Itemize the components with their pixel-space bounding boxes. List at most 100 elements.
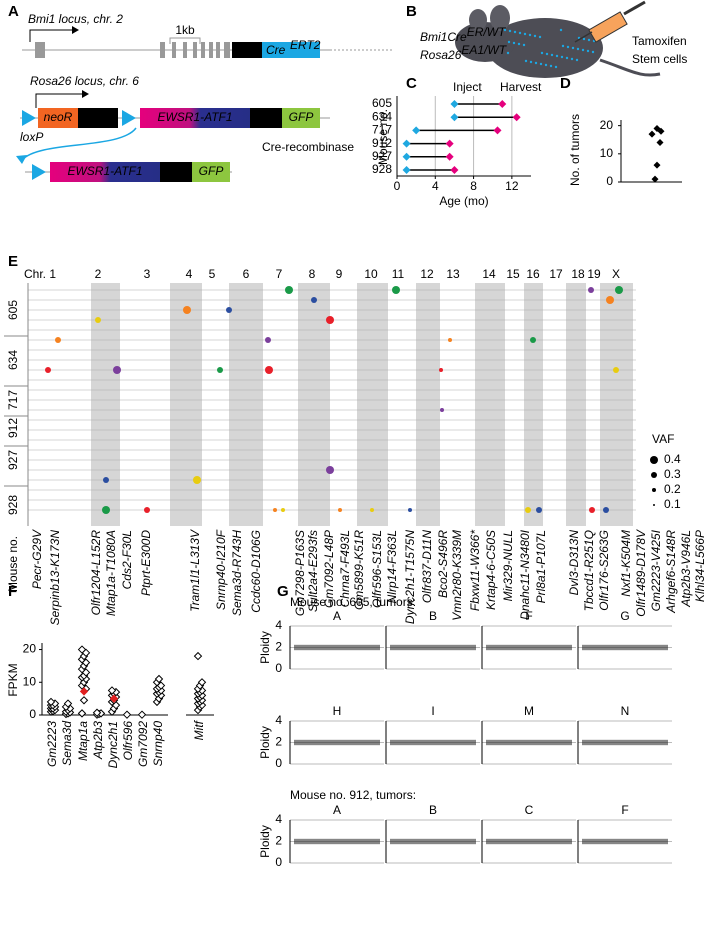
chromosome-label: 10 [364, 267, 378, 281]
point-cloud [294, 739, 380, 746]
tumor-label: I [431, 704, 434, 718]
legend-entry: Harvest [500, 80, 542, 94]
mouse-label: 928 [6, 495, 20, 515]
gene-label: Ccdc60-D106G [249, 530, 263, 613]
y-tick-label: 4 [275, 812, 282, 826]
gene-label: Tbccd1-R251Q [582, 530, 596, 611]
mutation-dot [226, 307, 232, 313]
point [122, 710, 132, 719]
y-axis-label: Ploidy [258, 631, 272, 664]
point [450, 113, 459, 122]
cell-dot [554, 65, 558, 69]
mouse-ear [469, 9, 487, 31]
cell-dot [570, 57, 574, 61]
cell-dot [533, 34, 537, 38]
recombination-arc [21, 127, 137, 161]
cell-dot [540, 51, 544, 55]
x-tick-label: Snrnp40 [151, 721, 165, 767]
exon [35, 42, 45, 58]
x-tick-label: Olfr596 [121, 721, 135, 761]
point-cloud [582, 644, 668, 651]
panel-label: D [560, 75, 571, 92]
chromosome-label: 11 [392, 267, 405, 281]
arrowhead [16, 155, 27, 164]
chromosome-band [600, 283, 633, 526]
point-cloud [390, 838, 476, 845]
mutation-dot [311, 297, 317, 303]
promoter-arrow [35, 93, 82, 108]
y-tick-label: 717 [372, 123, 392, 137]
locus-label: Rosa26 locus, chr. 6 [30, 74, 139, 88]
cell-dot [581, 48, 585, 52]
gene-label: Serpinb13-K173N [48, 530, 62, 626]
legend-label: 0.4 [664, 452, 681, 466]
gene-label: Vmn2r80-K339M [450, 530, 464, 621]
y-tick-label: 0 [606, 174, 613, 188]
y-tick-label: 0 [29, 707, 36, 721]
stem-cells-label: Stem cells [632, 52, 687, 66]
point [648, 130, 656, 138]
chromosome-band [91, 283, 120, 526]
gene-label: Cds2-F30L [120, 530, 134, 589]
recombinase-label: Cre-recombinase [262, 140, 354, 154]
x-tick-label: Dync2h1 [106, 721, 120, 768]
gfp-label: GFP [199, 164, 224, 178]
point-cloud [582, 739, 668, 746]
y-tick-label: 20 [23, 642, 37, 656]
y-tick-label: 2 [275, 735, 282, 749]
mutation-dot [448, 338, 452, 342]
y-tick-label: 0 [275, 661, 282, 675]
gene-label: Dync2h1-T1575N [403, 530, 417, 624]
y-tick-label: 0 [275, 756, 282, 770]
legend-dot [650, 456, 658, 464]
scale-label: 1kb [175, 23, 195, 37]
cell-dot [566, 45, 570, 49]
scale-bar [169, 37, 201, 44]
fusion [50, 162, 160, 182]
mutation-dot [281, 508, 285, 512]
chromosome-label: Chr. 1 [24, 267, 56, 281]
neor [38, 108, 78, 128]
gene-label: Prl8a1-P107L [534, 530, 548, 603]
legend-title: VAF [652, 432, 674, 446]
chromosome-label: 18 [571, 267, 585, 281]
tumor-label: F [621, 803, 628, 817]
point-cloud [582, 838, 668, 845]
mutation-dot [536, 507, 542, 513]
point [107, 686, 117, 695]
mutation-dot [326, 466, 334, 474]
x-axis-label: Age (mo) [439, 194, 488, 208]
y-tick-label: 912 [372, 136, 392, 150]
point-cloud [486, 838, 572, 845]
x-tick-label: Atp2b3 [91, 721, 105, 760]
cell-dot [576, 47, 580, 51]
cell-dot [549, 64, 553, 68]
chromosome-band [416, 283, 440, 526]
gene-label: Ptprt-E300D [139, 530, 153, 596]
cell-dot [524, 59, 528, 63]
point [498, 100, 507, 108]
cell-dot [591, 50, 595, 54]
mutation-dot [265, 366, 273, 374]
gene-label: Dvl3-D313N [567, 530, 581, 596]
legend-entry: Inject [453, 80, 482, 94]
exon [160, 42, 165, 58]
gene-label: Olfr1489-D178V [634, 529, 648, 617]
point-cloud [486, 644, 572, 651]
point [77, 645, 87, 654]
tumor-label: M [524, 704, 534, 718]
mouse-body [487, 18, 603, 78]
x-tick-label: Sema3d [60, 721, 74, 766]
gene-label: Pecr-G29V [30, 529, 44, 589]
cell-dot [506, 51, 510, 55]
chromosome-band [357, 283, 388, 526]
gene-label: Dnahc11-N3480I [518, 529, 532, 620]
tumor-label: F [525, 609, 532, 623]
mutation-dot [103, 477, 109, 483]
gene-label: Mir329-NULL [501, 530, 515, 601]
panel-label: C [406, 75, 417, 92]
cell-dot [559, 28, 563, 32]
mutation-dot [265, 337, 271, 343]
chromosome-label: 2 [95, 267, 102, 281]
mouse-ear [490, 5, 510, 31]
